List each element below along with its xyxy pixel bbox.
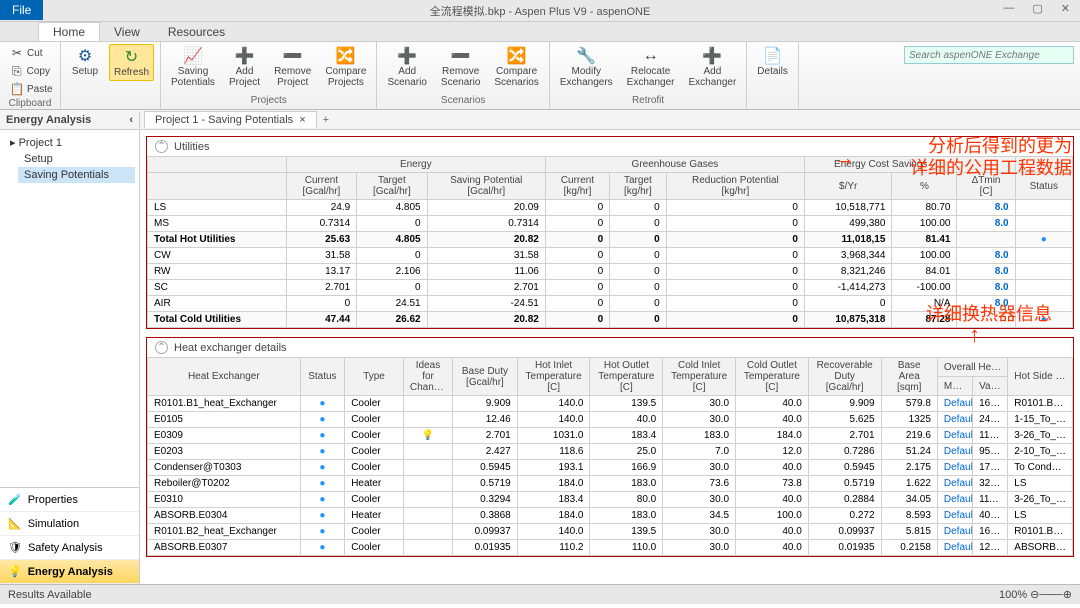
- worktab-bar: Energy Analysis‹ Project 1 - Saving Pote…: [0, 110, 1080, 130]
- left-nav: ▸ Project 1 Setup Saving Potentials 🧪Pro…: [0, 130, 140, 584]
- file-tab[interactable]: File: [0, 0, 43, 20]
- content-area: ⌃ Utilities EnergyGreenhouse GasesEnergy …: [140, 130, 1080, 584]
- close-tab-icon[interactable]: ×: [299, 114, 305, 126]
- ribbon-modify-exchangers[interactable]: 🔧Modify Exchangers: [556, 44, 617, 90]
- zoom-level[interactable]: 100% ⊖───⊕: [999, 588, 1072, 601]
- scenarios-group-label: Scenarios: [383, 95, 542, 107]
- table-row[interactable]: E0310●Cooler0.3294183.480.030.040.00.288…: [148, 492, 1073, 508]
- table-row[interactable]: RW13.172.10611.060008,321,24684.018.0: [148, 264, 1073, 280]
- tab-home[interactable]: Home: [38, 22, 100, 41]
- hx-title: Heat exchanger details: [174, 342, 287, 354]
- tree-project[interactable]: ▸ Project 1: [4, 134, 135, 151]
- paste-button[interactable]: 📋Paste: [6, 80, 54, 98]
- status-text: Results Available: [8, 589, 92, 601]
- table-row[interactable]: Condenser@T0303●Cooler0.5945193.1166.930…: [148, 460, 1073, 476]
- details-button[interactable]: 📄Details: [753, 44, 792, 79]
- tree-saving-potentials[interactable]: Saving Potentials: [18, 167, 135, 183]
- tree-setup[interactable]: Setup: [18, 151, 135, 167]
- ribbon: ✂Cut ⎘Copy 📋Paste Clipboard ⚙Setup ↻Refr…: [0, 42, 1080, 110]
- table-row[interactable]: ABSORB.E0304●Heater0.3868184.0183.034.51…: [148, 508, 1073, 524]
- maximize-button[interactable]: ▢: [1027, 2, 1047, 15]
- table-row[interactable]: Total Cold Utilities47.4426.6220.8200010…: [148, 312, 1073, 328]
- ribbon-add-project[interactable]: ➕Add Project: [225, 44, 264, 90]
- add-tab-button[interactable]: +: [317, 114, 335, 126]
- nav-energy-analysis[interactable]: 💡Energy Analysis: [0, 560, 139, 584]
- nav-buttons: 🧪Properties📐Simulation🛡Safety Analysis💡E…: [0, 487, 139, 584]
- ribbon-compare-scenarios[interactable]: 🔀Compare Scenarios: [490, 44, 542, 90]
- ribbon-compare-projects[interactable]: 🔀Compare Projects: [321, 44, 370, 90]
- ribbon-remove-scenario[interactable]: ➖Remove Scenario: [437, 44, 484, 90]
- projects-group-label: Projects: [167, 95, 370, 107]
- table-row[interactable]: SC2.70102.701000-1,414,273-100.008.0: [148, 280, 1073, 296]
- heat-exchanger-panel: ⌃ Heat exchanger details Heat ExchangerSt…: [146, 337, 1074, 557]
- utilities-panel: ⌃ Utilities EnergyGreenhouse GasesEnergy …: [146, 136, 1074, 329]
- main-area: ▸ Project 1 Setup Saving Potentials 🧪Pro…: [0, 130, 1080, 584]
- clipboard-group-label: Clipboard: [6, 98, 54, 110]
- table-row[interactable]: R0101.B2_heat_Exchanger●Cooler0.09937140…: [148, 524, 1073, 540]
- status-bar: Results Available 100% ⊖───⊕: [0, 584, 1080, 604]
- document-tab[interactable]: Project 1 - Saving Potentials×: [144, 111, 317, 128]
- nav-safety-analysis[interactable]: 🛡Safety Analysis: [0, 536, 139, 560]
- cut-button[interactable]: ✂Cut: [6, 44, 54, 62]
- ribbon-saving-potentials[interactable]: 📈Saving Potentials: [167, 44, 219, 90]
- ribbon-remove-project[interactable]: ➖Remove Project: [270, 44, 315, 90]
- tab-resources[interactable]: Resources: [154, 23, 239, 41]
- setup-button[interactable]: ⚙Setup: [67, 44, 103, 79]
- menu-tabs: File Home View Resources: [0, 22, 1080, 42]
- table-row[interactable]: E0105●Cooler12.46140.040.030.040.05.6251…: [148, 412, 1073, 428]
- collapse-icon[interactable]: ⌃: [155, 341, 168, 354]
- table-row[interactable]: Reboiler@T0202●Heater0.5719184.0183.073.…: [148, 476, 1073, 492]
- nav-properties[interactable]: 🧪Properties: [0, 488, 139, 512]
- utilities-title: Utilities: [174, 141, 209, 153]
- collapse-icon[interactable]: ⌃: [155, 140, 168, 153]
- minimize-button[interactable]: —: [998, 2, 1019, 15]
- table-row[interactable]: ABSORB.E0307●Cooler0.01935110.2110.030.0…: [148, 540, 1073, 556]
- hx-table: Heat ExchangerStatusTypeIdeas for Change…: [147, 357, 1073, 556]
- window-controls: — ▢ ✕: [998, 2, 1075, 15]
- window-title: 全流程模拟.bkp - Aspen Plus V9 - aspenONE: [430, 3, 651, 19]
- utilities-table: EnergyGreenhouse GasesEnergy Cost Saving…: [147, 156, 1073, 328]
- tab-view[interactable]: View: [100, 23, 154, 41]
- table-row[interactable]: R0101.B1_heat_Exchanger●Cooler9.909140.0…: [148, 396, 1073, 412]
- ribbon-add-scenario[interactable]: ➕Add Scenario: [383, 44, 430, 90]
- nav-simulation[interactable]: 📐Simulation: [0, 512, 139, 536]
- ribbon-relocate-exchanger[interactable]: ↔Relocate Exchanger: [623, 44, 679, 90]
- close-button[interactable]: ✕: [1056, 2, 1075, 15]
- table-row[interactable]: LS24.94.80520.0900010,518,77180.708.0: [148, 200, 1073, 216]
- search-input[interactable]: [904, 46, 1074, 64]
- table-row[interactable]: Total Hot Utilities25.634.80520.8200011,…: [148, 232, 1073, 248]
- table-row[interactable]: CW31.58031.580003,968,344100.008.0: [148, 248, 1073, 264]
- refresh-button[interactable]: ↻Refresh: [109, 44, 154, 81]
- project-tree: ▸ Project 1 Setup Saving Potentials: [0, 130, 139, 487]
- copy-button[interactable]: ⎘Copy: [6, 62, 54, 80]
- ribbon-add-exchanger[interactable]: ➕Add Exchanger: [684, 44, 740, 90]
- table-row[interactable]: MS0.731400.7314000499,380100.008.0: [148, 216, 1073, 232]
- retrofit-group-label: Retrofit: [556, 95, 740, 107]
- table-row[interactable]: AIR024.51-24.510000N/A8.0: [148, 296, 1073, 312]
- side-panel-title: Energy Analysis‹: [0, 112, 140, 128]
- title-bar: 全流程模拟.bkp - Aspen Plus V9 - aspenONE — ▢…: [0, 0, 1080, 22]
- table-row[interactable]: E0309●Cooler💡2.7011031.0183.4183.0184.02…: [148, 428, 1073, 444]
- table-row[interactable]: E0203●Cooler2.427118.625.07.012.00.72865…: [148, 444, 1073, 460]
